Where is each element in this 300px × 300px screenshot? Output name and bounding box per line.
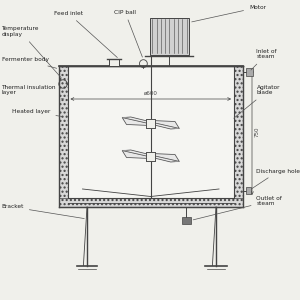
Text: Temperature
display: Temperature display [2,26,61,78]
Text: Fermenter body: Fermenter body [2,58,57,68]
Bar [58,198,243,207]
Text: Bracket: Bracket [2,205,84,219]
Text: CIP ball: CIP ball [114,10,142,57]
Text: ø600: ø600 [144,90,158,95]
Polygon shape [152,123,179,129]
Bar [146,152,155,160]
Text: Discharge hole: Discharge hole [251,169,300,189]
Text: Thermal insulation
layer: Thermal insulation layer [2,85,64,99]
Bar [182,217,190,224]
Polygon shape [122,150,149,156]
Bar [109,59,119,66]
Polygon shape [122,151,148,158]
Polygon shape [122,118,148,125]
Polygon shape [152,156,179,162]
Text: Motor: Motor [192,5,266,22]
Text: Heated layer: Heated layer [12,109,62,117]
Bar [246,187,251,194]
Bar [150,18,189,55]
Polygon shape [153,121,179,128]
Text: 750: 750 [254,127,260,137]
Bar [146,118,155,127]
Bar [234,66,243,207]
Polygon shape [122,117,149,123]
Bar [146,118,155,127]
Polygon shape [153,154,179,161]
Text: Outlet of
steam: Outlet of steam [193,196,282,220]
Text: Inlet of
steam: Inlet of steam [251,49,277,70]
Bar [58,66,68,207]
Bar [246,68,253,76]
Bar [68,66,234,198]
Text: Feed inlet: Feed inlet [54,11,117,58]
Text: Agitator
blade: Agitator blade [234,85,280,118]
Bar [146,152,155,160]
